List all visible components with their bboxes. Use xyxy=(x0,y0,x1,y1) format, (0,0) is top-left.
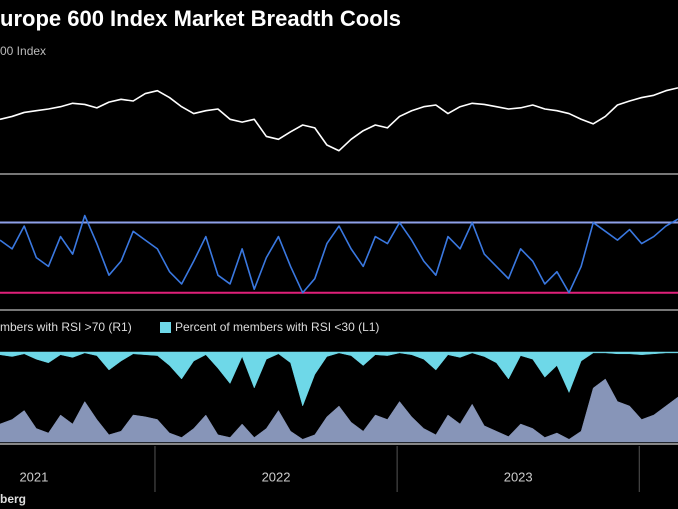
area xyxy=(0,351,678,407)
legend-label: Percent of members with RSI <30 (L1) xyxy=(175,320,379,334)
line xyxy=(0,214,678,294)
chart-title: urope 600 Index Market Breadth Cools xyxy=(0,6,401,31)
legend-label: 00 Index xyxy=(0,44,46,58)
x-tick-label: 2022 xyxy=(262,469,291,484)
x-tick-label: 2021 xyxy=(19,469,48,484)
legend-label: mbers with RSI >70 (R1) xyxy=(0,320,132,334)
line xyxy=(0,87,678,152)
x-tick-label: 2023 xyxy=(504,469,533,484)
legend-swatch xyxy=(160,322,171,333)
source: berg xyxy=(0,492,26,506)
area xyxy=(0,378,678,443)
